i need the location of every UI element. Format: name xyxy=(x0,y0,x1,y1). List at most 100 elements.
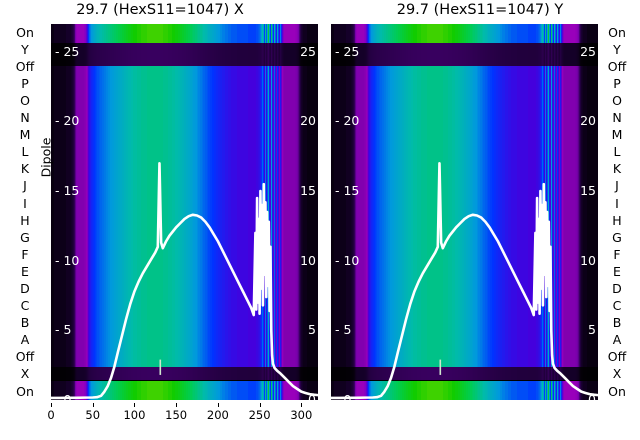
dipole-label-right: O xyxy=(612,92,622,108)
xtick-label: 200 xyxy=(206,408,229,422)
ytick-label: - 25 xyxy=(335,43,360,59)
ytick-label: - 15 xyxy=(55,183,80,199)
ytick-label: - 25 xyxy=(55,43,80,59)
ytick-label-right: 10 xyxy=(300,252,316,268)
xtick-mark xyxy=(301,403,303,407)
ytick-label-right: 15 xyxy=(580,183,596,199)
xtick-mark xyxy=(51,403,52,407)
dipole-label-right: M xyxy=(611,127,623,143)
ytick-label-right: 5 xyxy=(588,322,596,338)
dipole-label-left: D xyxy=(20,280,30,296)
trace-line xyxy=(331,161,598,400)
panel-y-title: 29.7 (HexS11=1047) Y xyxy=(396,2,564,18)
panel-x-title: 29.7 (HexS11=1047) X xyxy=(76,2,244,18)
heatmap-band xyxy=(331,380,598,400)
dipole-label-right: Off xyxy=(607,58,627,74)
heatmap-band xyxy=(331,43,598,66)
xtick-label: 0 xyxy=(631,409,640,421)
ytick-label-right: 10 xyxy=(580,252,596,268)
ytick-label-right: 15 xyxy=(300,183,316,199)
dipole-label-right: N xyxy=(612,110,622,125)
dipole-label-left: A xyxy=(20,332,30,348)
panel-x-heatmap xyxy=(51,24,318,400)
trace-line xyxy=(51,161,318,400)
ytick-label: - 0 xyxy=(335,392,352,400)
dipole-label-left: F xyxy=(21,246,29,262)
heatmap-band xyxy=(331,65,598,367)
xtick-label: 150 xyxy=(165,408,188,422)
dipole-label-left: I xyxy=(23,195,27,211)
dipole-label-right: F xyxy=(613,246,621,262)
dipole-label-right: Y xyxy=(613,41,621,57)
ytick-label: - 20 xyxy=(55,113,80,129)
xtick-mark xyxy=(134,403,136,407)
xtick-label: 250 xyxy=(248,408,271,422)
dipole-labels-left: On Y Off P O N M L K J I H G F E D C B A Off X On xyxy=(2,24,48,400)
dipole-label-right: H xyxy=(612,212,622,228)
dipole-label-right: A xyxy=(612,332,622,348)
ytick-label-right: 20 xyxy=(580,113,596,129)
dipole-label-right: On xyxy=(608,383,626,399)
panel-y: 29.7 (HexS11=1047) Y - 0- 5- 10- 15- 20-… xyxy=(320,0,640,440)
heatmap-band xyxy=(331,366,598,381)
dipole-label-left: X xyxy=(20,366,30,382)
ytick-label-right: 20 xyxy=(300,113,316,129)
dipole-label-right: K xyxy=(612,161,622,177)
dipole-label-right: P xyxy=(613,75,621,91)
ytick-label: - 10 xyxy=(335,252,360,268)
xtick-label: 0 xyxy=(47,408,55,422)
dipole-label-right: Off xyxy=(607,349,627,365)
xtick-mark xyxy=(92,403,94,407)
dipole-label-left: O xyxy=(20,92,30,108)
dipole-label-right: G xyxy=(612,229,622,245)
y-axis-label: Dipole xyxy=(38,137,54,178)
dipole-label-left: E xyxy=(21,263,29,279)
ytick-label: - 5 xyxy=(335,322,352,338)
dipole-label-right: On xyxy=(608,24,626,40)
panel-y-plot-area[interactable]: - 0 - 5 - 10 - 15 - 20 - 25 0 5 10 15 20 25 xyxy=(331,24,598,400)
heatmap-band xyxy=(331,24,598,44)
dipole-label-left: L xyxy=(21,144,29,160)
dipole-label-left: Y xyxy=(21,41,29,57)
dipole-label-left: J xyxy=(23,178,27,194)
ytick-label-right: 25 xyxy=(580,43,596,59)
panel-x-plot-area[interactable]: - 0 - 5 - 10 - 15 - 20 - 25 0 5 10 15 20 25 xyxy=(51,24,318,400)
xtick-label: 300 xyxy=(290,408,313,422)
dipole-label-left: G xyxy=(20,229,30,245)
ytick-label-right: 0 xyxy=(588,392,596,400)
heatmap-band xyxy=(51,380,318,400)
dipole-label-right: X xyxy=(612,366,622,382)
ytick-label: - 10 xyxy=(55,252,80,268)
heatmap-band xyxy=(51,65,318,367)
dipole-label-left: On xyxy=(16,24,34,40)
panel-x-trace xyxy=(51,161,318,400)
dipole-label-right: L xyxy=(613,144,621,160)
dipole-label-left: N xyxy=(20,110,30,125)
dipole-label-left: B xyxy=(20,315,30,331)
dipole-label-right: B xyxy=(612,315,622,331)
ytick-label: - 0 xyxy=(55,392,72,400)
panel-y-trace xyxy=(331,161,598,400)
dipole-label-left: C xyxy=(20,298,30,313)
ytick-label: - 15 xyxy=(335,183,360,199)
ytick-label: - 20 xyxy=(335,113,360,129)
dipole-label-left: On xyxy=(16,383,34,399)
xtick-mark xyxy=(176,403,178,407)
ytick-label-right: 5 xyxy=(308,322,316,338)
dipole-label-left: Off xyxy=(15,58,35,74)
xtick-label: 100 xyxy=(123,408,146,422)
panel-y-heatmap xyxy=(331,24,598,400)
heatmap-band xyxy=(51,24,318,44)
panel-x: 29.7 (HexS11=1047) X - 0- 5- 10- 15- 20-… xyxy=(47,2,318,422)
xtick-mark xyxy=(217,403,219,407)
dipole-label-left: M xyxy=(19,127,31,143)
dipole-label-left: K xyxy=(20,161,30,177)
ytick-label-right: 25 xyxy=(300,43,316,59)
dipole-labels-right: On Y Off P O N M L K J I H G F E D C B A Off X On xyxy=(594,24,640,400)
heatmap-band xyxy=(51,366,318,381)
dipole-label-left: H xyxy=(20,212,30,228)
dipole-label-left: Off xyxy=(15,349,35,365)
ytick-label-right: 0 xyxy=(308,392,316,400)
dipole-label-right: D xyxy=(612,280,622,296)
